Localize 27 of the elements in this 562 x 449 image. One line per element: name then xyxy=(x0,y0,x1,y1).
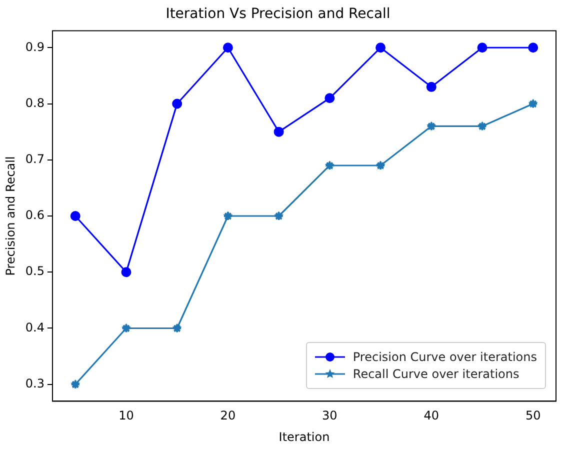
x-tick-label: 30 xyxy=(322,408,338,423)
x-tick-label: 50 xyxy=(525,408,541,423)
y-tick-label: 0.8 xyxy=(25,96,44,110)
y-axis-title: Precision and Recall xyxy=(3,156,18,276)
point xyxy=(222,42,233,53)
point xyxy=(172,98,182,109)
chart-title: Iteration Vs Precision and Recall xyxy=(166,6,390,22)
y-tick-label: 0.3 xyxy=(25,376,44,390)
legend-label: Precision Curve over iterations xyxy=(352,350,537,364)
point xyxy=(477,42,488,53)
y-tick-label: 0.9 xyxy=(25,40,44,54)
point xyxy=(274,126,284,137)
y-tick-label: 0.5 xyxy=(25,264,44,278)
y-tick-label: 0.7 xyxy=(25,152,44,166)
point xyxy=(70,211,80,221)
legend-label: Recall Curve over iterations xyxy=(352,367,520,381)
x-tick-label: 20 xyxy=(220,408,236,423)
point xyxy=(528,42,538,53)
x-axis-title: Iteration xyxy=(278,430,330,444)
y-tick-label: 0.6 xyxy=(25,208,44,222)
point xyxy=(121,267,132,278)
point xyxy=(324,93,335,104)
point xyxy=(426,82,436,92)
x-tick-label: 40 xyxy=(424,408,440,423)
x-tick-label: 10 xyxy=(118,408,134,423)
y-tick-label: 0.4 xyxy=(25,320,44,334)
point xyxy=(376,42,386,53)
